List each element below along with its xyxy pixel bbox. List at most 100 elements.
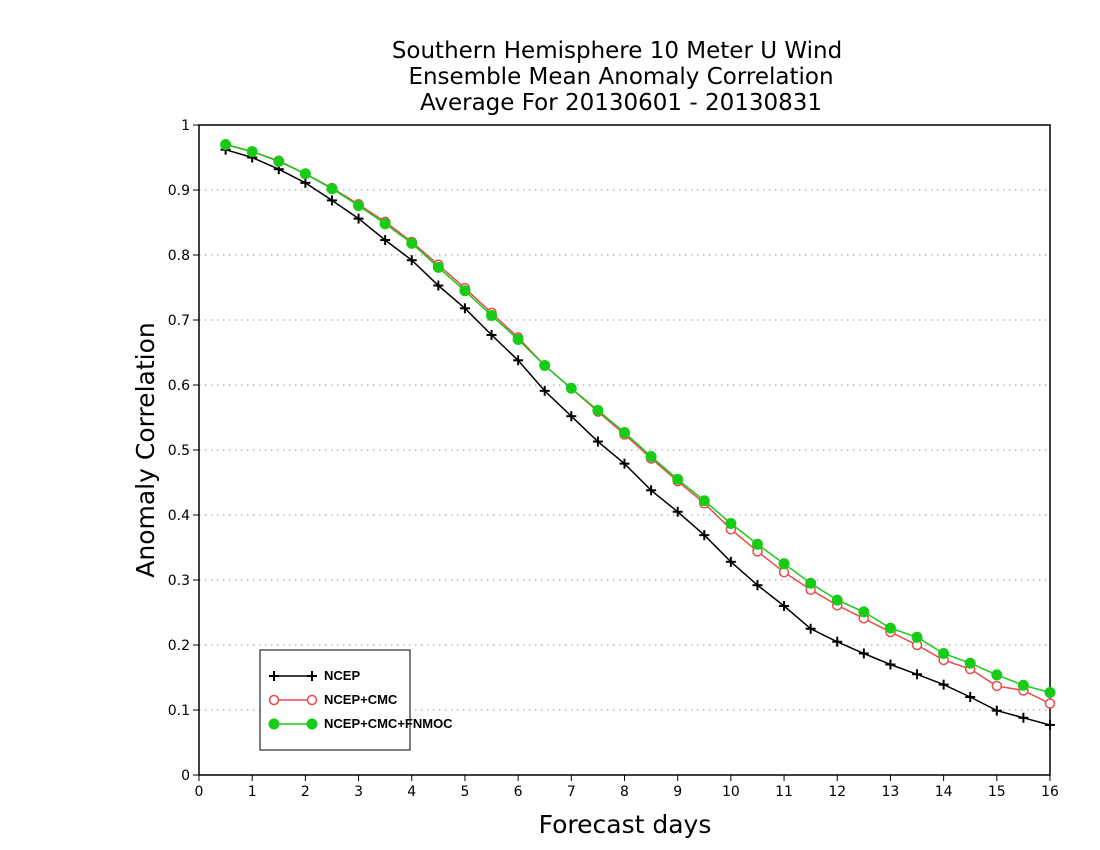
legend-item-ncep-cmc: NCEP+CMC [268, 692, 398, 707]
series-line-ncep [225, 148, 1051, 726]
data-point-ncep-cmc-fnmoc [964, 657, 976, 669]
data-point-ncep [725, 556, 736, 567]
x-tick-label: 9 [673, 784, 682, 800]
data-point-ncep-cmc-fnmoc [751, 538, 763, 550]
data-point-ncep [858, 648, 869, 659]
x-tick-label: 8 [620, 784, 629, 800]
data-point-ncep [672, 506, 683, 517]
y-tick-label: 0.1 [168, 703, 190, 719]
data-point-ncep [832, 636, 843, 647]
legend-label: NCEP+CMC+FNMOC [324, 716, 453, 731]
series-layer [220, 139, 1056, 730]
y-tick-label: 0.6 [168, 378, 190, 394]
data-point-ncep-cmc-fnmoc [1044, 686, 1056, 698]
data-point-ncep [1018, 712, 1029, 723]
legend-marker [268, 694, 280, 706]
chart-title-line-2: Ensemble Mean Anomaly Correlation [408, 64, 833, 90]
data-point-ncep [592, 436, 603, 447]
legend-item-ncep-cmc-fnmoc: NCEP+CMC+FNMOC [268, 716, 453, 731]
y-tick-label: 0.8 [168, 248, 190, 264]
data-point-ncep [699, 530, 710, 541]
data-point-ncep [752, 580, 763, 591]
data-point-ncep [459, 303, 470, 314]
y-tick-label: 0 [181, 768, 190, 784]
data-point-ncep [326, 195, 337, 206]
data-point-ncep-cmc-fnmoc [698, 495, 710, 507]
data-point-ncep [938, 679, 949, 690]
series-ncep-cmc [220, 139, 1056, 709]
data-point-ncep-cmc-fnmoc [220, 139, 232, 150]
data-point-ncep [380, 235, 391, 246]
data-point-ncep-cmc-fnmoc [486, 309, 498, 321]
x-axis-label: Forecast days [539, 810, 712, 839]
legend-marker [306, 694, 318, 706]
y-tick-label: 0.7 [168, 313, 190, 329]
y-tick-label: 0.9 [168, 183, 190, 199]
data-point-ncep-cmc-fnmoc [884, 622, 896, 634]
data-point-ncep [1045, 719, 1055, 730]
data-point-ncep-cmc-fnmoc [246, 146, 258, 158]
data-point-ncep-cmc-fnmoc [778, 558, 790, 570]
plot-frame [198, 124, 1051, 776]
data-point-ncep-cmc-fnmoc [725, 517, 737, 529]
data-point-ncep [513, 355, 524, 366]
x-tick-label: 12 [828, 784, 846, 800]
data-point-ncep [406, 255, 417, 266]
data-point-ncep-cmc-fnmoc [353, 200, 365, 212]
data-point-ncep-cmc-fnmoc [459, 285, 471, 297]
x-tick-label: 14 [935, 784, 953, 800]
y-axis-label: Anomaly Correlation [131, 322, 160, 577]
data-point-ncep [486, 329, 497, 340]
data-point-ncep-cmc-fnmoc [539, 360, 551, 371]
data-point-ncep-cmc-fnmoc [645, 451, 657, 462]
series-ncep [220, 144, 1055, 730]
data-point-ncep-cmc-fnmoc [379, 218, 391, 230]
x-tick-label: 2 [301, 784, 310, 800]
data-point-ncep-cmc-fnmoc [672, 473, 684, 485]
data-point-ncep-cmc-fnmoc [858, 606, 870, 618]
data-point-ncep-cmc-fnmoc [326, 183, 338, 195]
data-point-ncep-cmc-fnmoc [512, 334, 524, 345]
series-line-ncep-cmc-fnmoc [225, 143, 1051, 694]
data-point-ncep-cmc-fnmoc [406, 237, 418, 249]
data-point-ncep-cmc-fnmoc [991, 669, 1003, 681]
x-tick-label: 7 [567, 784, 576, 800]
chart-title-line-1: Southern Hemisphere 10 Meter U Wind [392, 38, 842, 64]
data-point-ncep [646, 485, 657, 496]
data-point-ncep-cmc-fnmoc [273, 155, 285, 167]
data-point-ncep-cmc-fnmoc [432, 261, 444, 273]
legend-marker [306, 718, 318, 730]
data-point-ncep [566, 411, 577, 422]
data-point-ncep-cmc-fnmoc [565, 382, 577, 394]
y-tick-label: 0.3 [168, 573, 190, 589]
data-point-ncep-cmc [1044, 698, 1056, 709]
x-tick-label: 10 [722, 784, 740, 800]
legend-marker [269, 671, 279, 681]
data-point-ncep-cmc-fnmoc [805, 577, 817, 589]
y-tick-label: 0.5 [168, 443, 190, 459]
x-tick-label: 3 [354, 784, 363, 800]
x-tick-label: 15 [988, 784, 1006, 800]
data-point-ncep [991, 705, 1002, 716]
y-tick-label: 0.4 [168, 508, 190, 524]
legend-marker [307, 671, 317, 681]
data-point-ncep [779, 601, 790, 611]
legend-label: NCEP+CMC [324, 692, 398, 707]
legend-item-ncep: NCEP [269, 668, 360, 683]
x-tick-label: 5 [460, 784, 469, 800]
data-point-ncep-cmc [991, 680, 1003, 692]
data-point-ncep [965, 692, 976, 702]
data-point-ncep-cmc-fnmoc [831, 594, 843, 606]
x-tick-label: 11 [775, 784, 793, 800]
data-point-ncep [539, 385, 550, 396]
data-point-ncep-cmc-fnmoc [1017, 679, 1029, 691]
y-tick-label: 0.2 [168, 638, 190, 654]
data-point-ncep-cmc-fnmoc [592, 404, 604, 416]
x-tick-label: 16 [1041, 784, 1059, 800]
axis-ticks: 00.10.20.30.40.50.60.70.80.910 1 2 3 4 5 6 7 8 9 1… [168, 118, 1059, 800]
x-tick-label: 0 [195, 784, 204, 800]
gridlines [199, 189, 1050, 711]
data-point-ncep [619, 458, 630, 469]
x-tick-label: 13 [882, 784, 900, 800]
